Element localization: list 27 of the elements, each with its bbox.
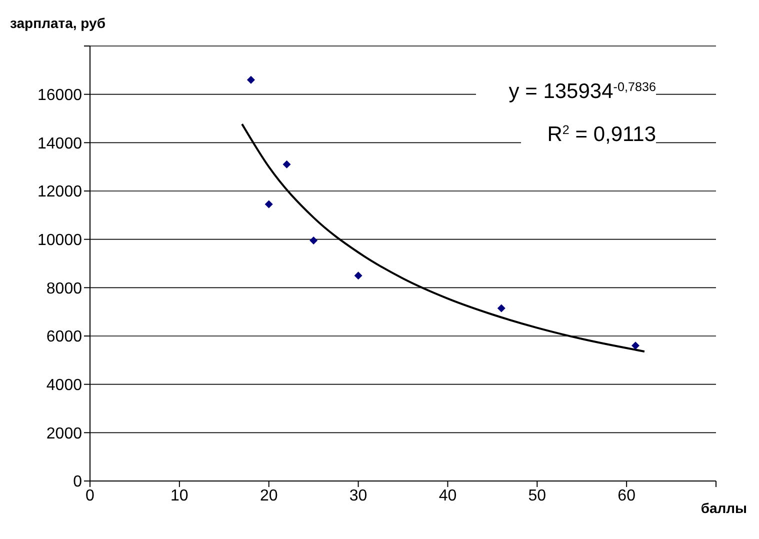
y-tick-label: 10000	[38, 232, 82, 250]
y-tick-label: 16000	[38, 87, 82, 104]
annotation: y = 135934$^{-0,7836}$	[508, 80, 656, 103]
x-tick-label: 30	[349, 487, 368, 504]
point	[632, 342, 640, 350]
point	[264, 200, 273, 208]
point	[246, 76, 255, 84]
x-tick-label: 0	[86, 487, 95, 504]
point	[310, 236, 318, 245]
x-tick-label: 10	[170, 487, 188, 504]
point	[282, 160, 291, 168]
x-axis-title: баллы	[700, 500, 747, 516]
y-tick-label: 2000	[46, 425, 82, 442]
x-tick-label: 50	[528, 487, 546, 504]
x-tick-label: 20	[260, 487, 278, 504]
y-tick-label: 4000	[46, 377, 82, 394]
annotation: R$^{2}$ = 0,9113	[547, 123, 656, 146]
point	[354, 272, 362, 280]
y-tick-label: 6000	[46, 328, 82, 346]
y-tick-label: 14000	[38, 135, 82, 152]
x-tick-label: 60	[618, 487, 636, 504]
y-tick-label: 8000	[46, 280, 82, 298]
x-tick-label: 40	[438, 487, 457, 504]
y-tick-label: 12000	[38, 184, 82, 201]
y-tick-label: 0	[73, 474, 82, 491]
y-axis-title: зарплата, руб	[10, 15, 106, 31]
point	[497, 304, 506, 312]
